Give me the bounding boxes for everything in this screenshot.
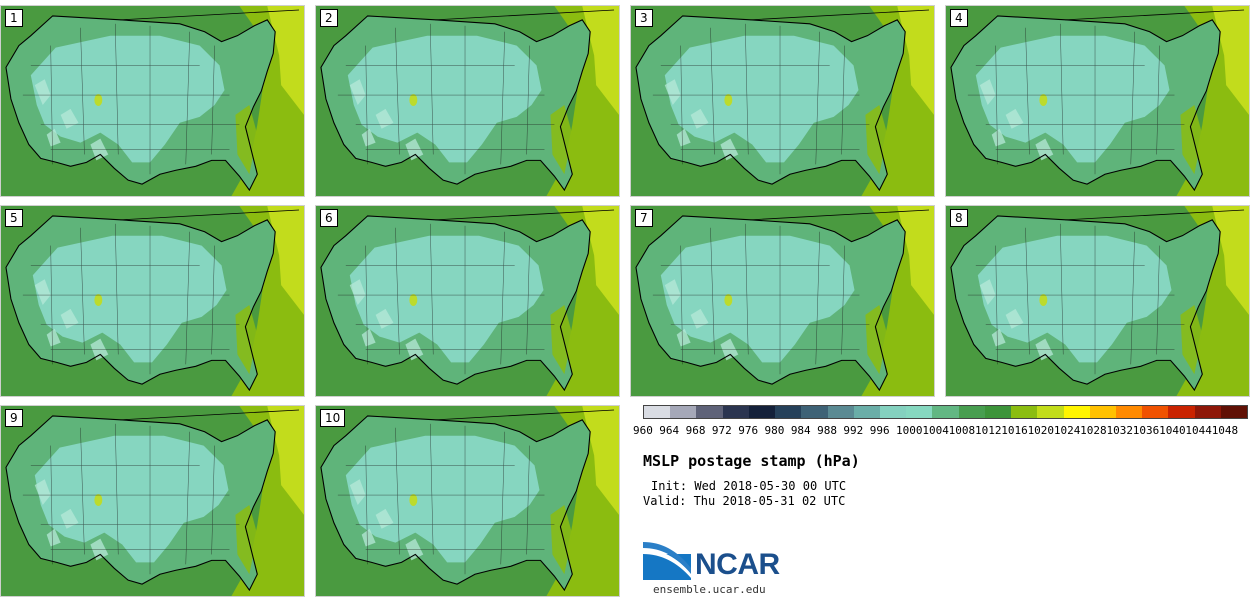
map-2	[316, 6, 619, 196]
colorbar-swatch	[1037, 406, 1064, 418]
colorbar-swatch	[696, 406, 723, 418]
colorbar-tick-label: 1040	[1159, 424, 1186, 437]
colorbar-tick-label: 992	[843, 424, 864, 437]
colorbar-tick-label: 968	[685, 424, 706, 437]
member-label-9: 9	[5, 409, 23, 427]
member-label-6: 6	[320, 209, 338, 227]
colorbar-tick-label: 1016	[1001, 424, 1028, 437]
member-panel-1: 1	[0, 5, 305, 197]
colorbar-tick-label: 984	[790, 424, 811, 437]
colorbar-tick-label: 1032	[1106, 424, 1133, 437]
colorbar-swatch	[853, 406, 880, 418]
colorbar-tick-label: 988	[817, 424, 837, 437]
member-label-2: 2	[320, 9, 338, 27]
member-panel-10: 10	[315, 405, 620, 597]
colorbar-swatch	[984, 406, 1012, 418]
colorbar-swatch	[827, 406, 854, 418]
member-panel-8: 8	[945, 205, 1250, 397]
map-6	[316, 206, 619, 396]
member-panel-7: 7	[630, 205, 935, 397]
colorbar-tick-label: 964	[659, 424, 680, 437]
map-10	[316, 406, 619, 596]
colorbar-tick-label: 980	[764, 424, 785, 437]
colorbar-swatch	[722, 406, 749, 418]
chart-title: MSLP postage stamp (hPa)	[643, 452, 860, 470]
colorbar-tick-label: 1024	[1053, 424, 1081, 437]
map-7	[631, 206, 934, 396]
logo-text: NCAR	[695, 548, 780, 581]
colorbar-tick-label: 1020	[1027, 424, 1055, 437]
member-label-10: 10	[320, 409, 346, 427]
colorbar-swatch	[958, 406, 985, 418]
ncar-logo: NCAR	[643, 540, 793, 582]
colorbar-swatch	[1011, 406, 1038, 418]
member-panel-9: 9	[0, 405, 305, 597]
colorbar-tick-labels: 960 964 968 972 976 980 984 988 992 996 1000 1004 10…	[633, 424, 1253, 438]
colorbar-swatch	[1194, 406, 1221, 418]
member-label-4: 4	[950, 9, 968, 27]
init-time: Init: Wed 2018-05-30 00 UTC	[651, 479, 847, 493]
member-panel-6: 6	[315, 205, 620, 397]
colorbar-tick-label: 976	[738, 424, 759, 437]
colorbar-swatch	[932, 406, 959, 418]
map-3	[631, 6, 934, 196]
valid-time: Valid: Thu 2018-05-31 02 UTC	[643, 494, 846, 508]
colorbar-swatch	[670, 406, 697, 418]
colorbar-tick-label: 1028	[1080, 424, 1107, 437]
colorbar-tick-label: 996	[869, 424, 890, 437]
ncar-swoosh-icon	[643, 542, 691, 580]
colorbar-swatch	[879, 406, 907, 418]
map-1	[1, 6, 304, 196]
colorbar-tick-label: 1012	[974, 424, 1002, 437]
colorbar-swatch	[775, 406, 802, 418]
colorbar-tick-label: 972	[711, 424, 732, 437]
colorbar-tick-label: 1048	[1211, 424, 1239, 437]
colorbar-swatch	[1089, 406, 1116, 418]
colorbar-tick-label: 1008	[948, 424, 976, 437]
member-label-3: 3	[635, 9, 653, 27]
pressure-colorbar	[643, 405, 1248, 419]
member-panel-4: 4	[945, 5, 1250, 197]
colorbar-swatch	[748, 406, 776, 418]
colorbar-swatch	[644, 406, 671, 418]
map-5	[1, 206, 304, 396]
colorbar-swatch	[801, 406, 828, 418]
member-label-1: 1	[5, 9, 23, 27]
colorbar-tick-label: 1004	[922, 424, 949, 437]
member-label-8: 8	[950, 209, 968, 227]
map-9	[1, 406, 304, 596]
colorbar-swatch	[1063, 406, 1090, 418]
member-panel-3: 3	[630, 5, 935, 197]
member-panel-2: 2	[315, 5, 620, 197]
map-4	[946, 6, 1249, 196]
colorbar-swatch	[1220, 406, 1248, 418]
colorbar-tick-label: 1044	[1185, 424, 1212, 437]
member-panel-5: 5	[0, 205, 305, 397]
colorbar-swatch	[1168, 406, 1195, 418]
map-8	[946, 206, 1249, 396]
colorbar-swatch	[906, 406, 933, 418]
colorbar-swatch	[1142, 406, 1169, 418]
colorbar-tick-label: 960	[633, 424, 653, 437]
site-url: ensemble.ucar.edu	[653, 583, 766, 596]
member-label-5: 5	[5, 209, 23, 227]
colorbar-tick-label: 1000	[896, 424, 923, 437]
colorbar-tick-label: 1036	[1132, 424, 1160, 437]
member-label-7: 7	[635, 209, 653, 227]
colorbar-swatch	[1115, 406, 1143, 418]
